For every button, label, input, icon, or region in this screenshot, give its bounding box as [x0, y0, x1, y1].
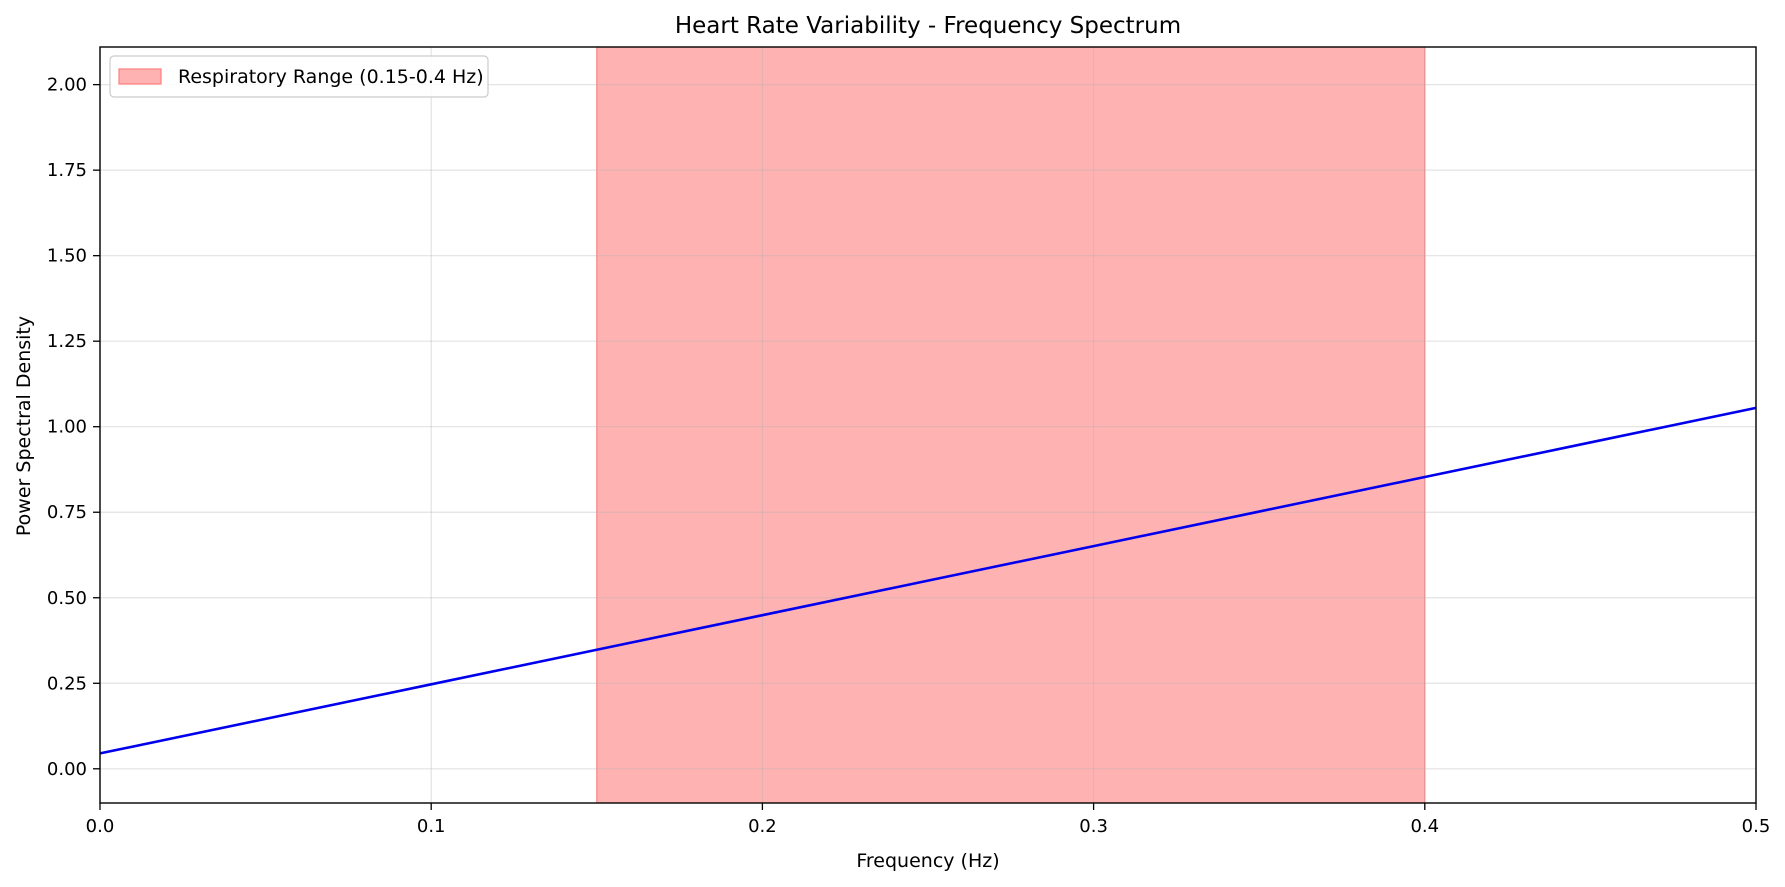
plot-area: 0.0 0.1 0.2 0.3 0.4 0.5 0.00 0.25 0.50 0.75 1.00 1.…: [47, 46, 1771, 837]
axes-frame: [99, 46, 1757, 804]
x-tick-label-1: 0.1: [417, 816, 446, 837]
legend-swatch-respiratory-range: [118, 68, 162, 85]
y-tick-label-2: 0.50: [47, 588, 87, 609]
y-tick-label-3: 0.75: [47, 502, 87, 523]
y-axis-label: Power Spectral Density: [13, 316, 35, 536]
x-tick-label-3: 0.3: [1079, 816, 1108, 837]
y-tick-label-1: 0.25: [47, 673, 87, 694]
y-tick-label-4: 1.00: [47, 417, 87, 438]
y-tick-label-6: 1.50: [47, 246, 87, 267]
y-tick-label-0: 0.00: [47, 759, 87, 780]
legend-frame: [109, 55, 489, 98]
x-axis-label: Frequency (Hz): [856, 850, 999, 872]
chart-title: Heart Rate Variability - Frequency Spect…: [675, 13, 1181, 39]
legend-label-respiratory-range: Respiratory Range (0.15-0.4 Hz): [178, 66, 484, 88]
y-tick-label-8: 2.00: [47, 75, 87, 96]
y-tick-label-7: 1.75: [47, 160, 87, 181]
x-tick-label-5: 0.5: [1742, 816, 1771, 837]
y-tick-label-5: 1.25: [47, 331, 87, 352]
legend: Respiratory Range (0.15-0.4 Hz): [109, 55, 489, 98]
highlight-band-0: [596, 47, 1425, 803]
x-tick-label-2: 0.2: [748, 816, 777, 837]
series-line-0: [99, 406, 1757, 755]
x-tick-label-0: 0.0: [86, 816, 115, 837]
x-tick-label-4: 0.4: [1410, 816, 1439, 837]
